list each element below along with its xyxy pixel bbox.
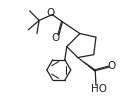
Text: O: O: [46, 8, 55, 18]
Text: O: O: [52, 33, 60, 43]
Polygon shape: [78, 57, 96, 71]
Text: O: O: [108, 61, 116, 71]
Text: HO: HO: [91, 84, 107, 94]
